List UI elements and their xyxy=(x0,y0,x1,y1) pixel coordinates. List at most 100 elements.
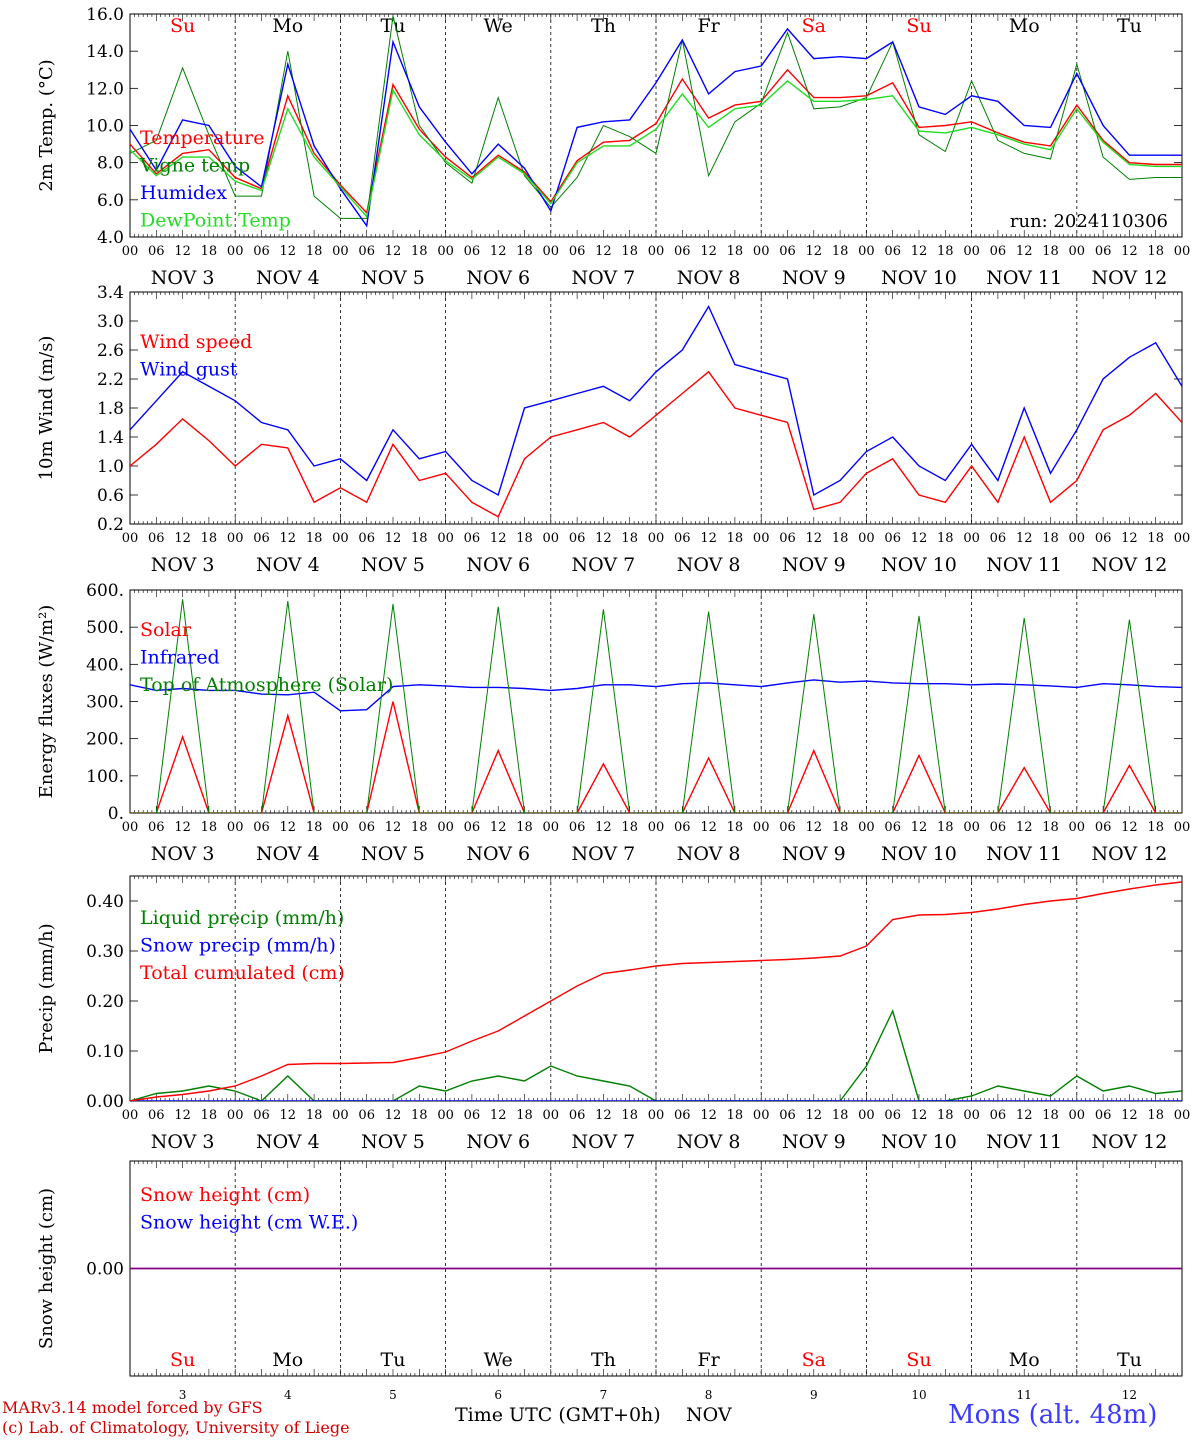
hour-label: 00 xyxy=(543,531,560,546)
hour-label: 18 xyxy=(727,1108,744,1123)
hour-label: 06 xyxy=(1095,244,1112,259)
hour-label: 06 xyxy=(569,531,586,546)
day-label: NOV 5 xyxy=(361,1131,425,1153)
hour-label: 06 xyxy=(253,1108,270,1123)
weekday-label: Th xyxy=(591,1349,616,1371)
y-tick-label: 3.0 xyxy=(97,312,124,332)
hour-label: 06 xyxy=(779,531,796,546)
legend-entry: Snow height (cm W.E.) xyxy=(140,1212,358,1234)
day-label: NOV 6 xyxy=(466,1131,530,1153)
hour-label: 12 xyxy=(911,531,928,546)
weekday-label: Su xyxy=(906,1349,931,1371)
y-tick-label: 6.0 xyxy=(97,191,124,211)
weekday-label: We xyxy=(484,15,513,37)
hour-label: 00 xyxy=(1069,1108,1086,1123)
hour-label: 18 xyxy=(306,820,323,835)
legend-entry: Wind speed xyxy=(140,331,252,353)
hour-label: 00 xyxy=(1174,1108,1191,1123)
hour-label: 12 xyxy=(174,531,191,546)
day-label: NOV 5 xyxy=(361,843,425,865)
legend-entry: Snow height (cm) xyxy=(140,1184,310,1206)
y-tick-label: 0.6 xyxy=(97,486,124,506)
legend-entry: Vigne temp xyxy=(139,155,250,177)
day-label: NOV 5 xyxy=(361,554,425,576)
hour-label: 12 xyxy=(806,531,823,546)
hour-label: 06 xyxy=(464,531,481,546)
hour-label: 12 xyxy=(385,1108,402,1123)
y-tick-label: 100. xyxy=(86,767,124,787)
hour-label: 18 xyxy=(621,244,638,259)
y-tick-label: 0.40 xyxy=(86,892,124,912)
y-tick-label: 10.0 xyxy=(86,117,124,137)
hour-label: 00 xyxy=(122,531,139,546)
day-label: NOV 9 xyxy=(782,843,846,865)
hour-label: 00 xyxy=(963,820,980,835)
y-tick-label: 2.2 xyxy=(97,370,124,390)
hour-label: 00 xyxy=(543,1108,560,1123)
hour-label: 12 xyxy=(1121,244,1138,259)
hour-label: 12 xyxy=(806,820,823,835)
day-label: NOV 11 xyxy=(986,554,1062,576)
day-label: NOV 8 xyxy=(677,1131,741,1153)
hour-label: 18 xyxy=(1042,1108,1059,1123)
series-line-wind-speed xyxy=(130,370,1182,518)
panel-2: 0.2 0.6 1.0 1.4 1.8 2.2 2.6 3.0 3.4 10m Wind (m/s… xyxy=(36,283,1190,576)
weekday-label: Sa xyxy=(802,15,826,37)
weekday-label: We xyxy=(484,1349,513,1371)
hour-label: 06 xyxy=(148,531,165,546)
hour-label: 12 xyxy=(490,820,507,835)
hour-label: 18 xyxy=(411,244,428,259)
hour-label: 06 xyxy=(990,820,1007,835)
hour-label: 00 xyxy=(332,531,349,546)
hour-label: 18 xyxy=(201,244,218,259)
day-number: 9 xyxy=(810,1388,818,1402)
series-line-temperature xyxy=(130,68,1182,215)
day-label: NOV 7 xyxy=(572,267,636,289)
station-label: Mons (alt. 48m) xyxy=(948,1400,1158,1430)
hour-label: 18 xyxy=(411,1108,428,1123)
day-label: NOV 9 xyxy=(782,1131,846,1153)
y-tick-label: 8.0 xyxy=(97,154,124,174)
y-tick-label: 0.00 xyxy=(86,1092,124,1112)
hour-label: 00 xyxy=(1174,531,1191,546)
hour-label: 18 xyxy=(1042,531,1059,546)
day-label: NOV 4 xyxy=(256,554,320,576)
y-tick-label: 16.0 xyxy=(86,5,124,25)
y-tick-label: 200. xyxy=(86,730,124,750)
day-number: 4 xyxy=(284,1388,292,1402)
lab-credit: (c) Lab. of Climatology, University of L… xyxy=(2,1418,350,1437)
hour-label: 18 xyxy=(621,820,638,835)
day-number: 3 xyxy=(179,1388,187,1402)
hour-label: 12 xyxy=(174,244,191,259)
hour-label: 06 xyxy=(253,244,270,259)
day-label: NOV 6 xyxy=(466,267,530,289)
weekday-label: Mo xyxy=(272,15,303,37)
day-label: NOV 7 xyxy=(572,554,636,576)
hour-label: 12 xyxy=(490,244,507,259)
hour-label: 00 xyxy=(227,244,244,259)
hour-label: 06 xyxy=(1095,820,1112,835)
hour-label: 00 xyxy=(227,1108,244,1123)
hour-label: 18 xyxy=(516,820,533,835)
weekday-label: Tu xyxy=(1117,15,1142,37)
day-label: NOV 12 xyxy=(1091,843,1167,865)
day-label: NOV 6 xyxy=(466,554,530,576)
hour-label: 00 xyxy=(1069,531,1086,546)
weekday-label: Fr xyxy=(697,15,720,37)
day-label: NOV 12 xyxy=(1091,1131,1167,1153)
hour-label: 00 xyxy=(858,1108,875,1123)
hour-label: 12 xyxy=(1016,244,1033,259)
day-label: NOV 10 xyxy=(881,554,957,576)
hour-label: 06 xyxy=(358,820,375,835)
hour-label: 12 xyxy=(595,820,612,835)
y-tick-label: 0.30 xyxy=(86,942,124,962)
legend-entry: Solar xyxy=(140,619,192,641)
hour-label: 00 xyxy=(648,531,665,546)
hour-label: 18 xyxy=(1147,820,1164,835)
day-label: NOV 6 xyxy=(466,843,530,865)
y-axis-label: Precip (mm/h) xyxy=(36,923,57,1053)
hour-label: 18 xyxy=(832,531,849,546)
y-tick-label: 1.8 xyxy=(97,399,124,419)
hour-label: 18 xyxy=(621,531,638,546)
hour-label: 12 xyxy=(1121,531,1138,546)
